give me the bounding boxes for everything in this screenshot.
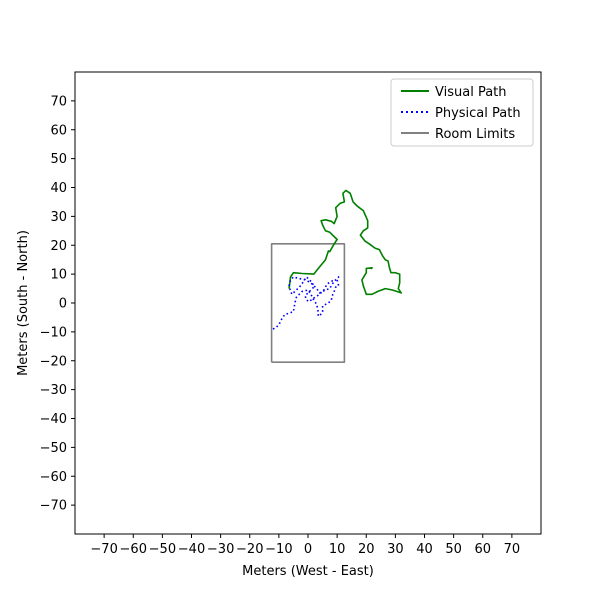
legend-label-room-limits: Room Limits <box>435 127 515 142</box>
x-tick-label: 70 <box>504 542 521 557</box>
x-tick-label: 60 <box>474 542 491 557</box>
y-tick-label: 50 <box>50 152 67 167</box>
y-tick-label: −30 <box>40 383 67 398</box>
physical-path-line <box>272 276 340 330</box>
y-tick-label: 10 <box>50 268 67 283</box>
x-tick-label: 40 <box>416 542 433 557</box>
x-tick-label: −60 <box>120 542 147 557</box>
legend-label-visual-path: Visual Path <box>435 85 507 100</box>
x-axis-label: Meters (West - East) <box>242 564 374 579</box>
y-tick-label: 20 <box>50 239 67 254</box>
visual-path-line <box>288 189 403 296</box>
x-tick-label: −50 <box>149 542 176 557</box>
y-tick-label: 40 <box>50 181 67 196</box>
x-tick-label: −40 <box>178 542 205 557</box>
legend: Visual Path Physical Path Room Limits <box>390 78 534 147</box>
x-tick-label: −30 <box>207 542 234 557</box>
y-tick-label: 0 <box>59 297 67 312</box>
x-tick-label: −10 <box>265 542 292 557</box>
x-tick-label: 30 <box>387 542 404 557</box>
y-tick-label: 60 <box>50 123 67 138</box>
y-axis-label: Meters (South - North) <box>16 230 31 376</box>
x-tick-label: −70 <box>90 542 117 557</box>
plot-area <box>270 189 403 364</box>
x-tick-label: 50 <box>445 542 462 557</box>
legend-label-physical-path: Physical Path <box>435 106 521 121</box>
y-tick-label: −50 <box>40 441 67 456</box>
axis-ticks: −70 −60 −50 −40 −30 −20 −10 0 10 20 30 40 50 60 70−70−… <box>40 94 521 557</box>
y-tick-label: −70 <box>40 499 67 514</box>
x-tick-label: 0 <box>304 542 312 557</box>
y-tick-label: −40 <box>40 412 67 427</box>
legend-box <box>390 78 534 147</box>
y-tick-label: 70 <box>50 94 67 109</box>
x-tick-label: 10 <box>329 542 346 557</box>
y-tick-label: −60 <box>40 470 67 485</box>
y-tick-label: −10 <box>40 325 67 340</box>
room-limits-line <box>270 243 346 364</box>
y-tick-label: −20 <box>40 354 67 369</box>
x-tick-label: −20 <box>236 542 263 557</box>
y-tick-label: 30 <box>50 210 67 225</box>
x-tick-label: 20 <box>358 542 375 557</box>
